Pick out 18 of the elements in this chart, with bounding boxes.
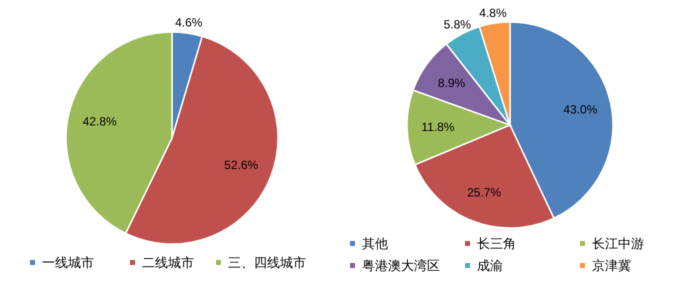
legend-label: 成渝	[477, 258, 503, 273]
legend-label: 一线城市	[42, 255, 94, 270]
data-label: 43.0%	[563, 102, 598, 116]
data-label: 25.7%	[467, 185, 502, 200]
data-label: 42.8%	[82, 114, 118, 128]
data-label: 5.8%	[444, 18, 472, 32]
legend-label: 其他	[362, 236, 388, 251]
legend-label: 长江中游	[592, 236, 644, 251]
legend-label: 长三角	[477, 236, 516, 251]
legend-label: 京津冀	[592, 258, 631, 273]
data-label: 8.9%	[438, 76, 466, 90]
legend-label: 粤港澳大湾区	[362, 258, 440, 273]
data-label: 11.8%	[421, 120, 455, 134]
data-label: 52.6%	[224, 158, 258, 172]
legend-label: 二线城市	[142, 255, 194, 270]
legend-label: 三、四线城市	[228, 255, 306, 270]
data-label: 4.6%	[175, 16, 203, 30]
data-label: 4.8%	[479, 6, 507, 20]
